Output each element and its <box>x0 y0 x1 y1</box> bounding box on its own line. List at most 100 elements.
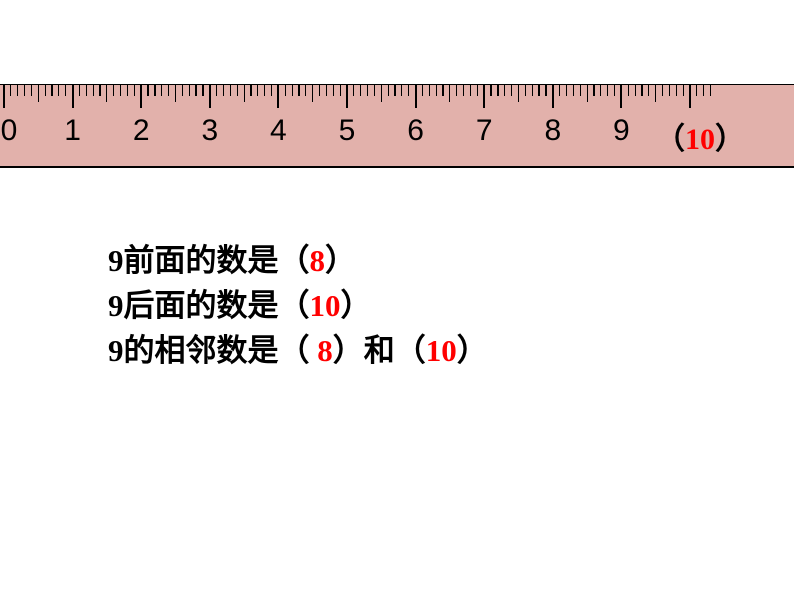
ruler-tick <box>497 84 498 96</box>
ruler-tick <box>161 84 162 96</box>
ruler-tick <box>689 84 691 108</box>
ruler-tick <box>298 84 299 96</box>
ruler-tick <box>490 84 491 96</box>
ruler-tick <box>607 84 608 96</box>
ruler-number: 0 <box>1 114 18 148</box>
ruler-tick <box>401 84 402 96</box>
question-text: 9前面的数是（8）9后面的数是（10）9的相邻数是（ 8）和（10） <box>108 238 488 373</box>
ruler-tick <box>532 84 533 96</box>
ruler-tick <box>593 84 594 96</box>
ruler-tick <box>470 84 471 96</box>
ruler-tick <box>483 84 485 108</box>
ruler-tick <box>333 84 334 96</box>
ruler-tick <box>45 84 46 96</box>
ruler-tick <box>305 84 306 96</box>
ruler-number: 6 <box>407 114 424 148</box>
ruler-tick <box>436 84 437 96</box>
ruler-tick <box>257 84 258 96</box>
ruler-tick <box>367 84 368 96</box>
ruler-tick <box>552 84 554 108</box>
ruler-tick <box>628 84 629 96</box>
ruler-tick <box>422 84 423 96</box>
ruler-tick <box>408 84 409 96</box>
ruler-tick <box>635 84 636 96</box>
ruler-tick <box>662 84 663 96</box>
ruler-tick <box>442 84 443 96</box>
ruler-tick <box>134 84 135 96</box>
ruler-tick <box>230 84 231 96</box>
ruler-tick <box>99 84 100 96</box>
ruler-tick <box>511 84 512 96</box>
ruler-tick <box>79 84 80 96</box>
ruler-tick <box>573 84 574 96</box>
ruler-tick <box>223 84 224 96</box>
ruler-tick <box>477 84 478 96</box>
ruler-tick <box>277 84 279 108</box>
ruler-tick <box>545 84 546 96</box>
ruler-tick <box>10 84 11 96</box>
ruler-tick <box>669 84 670 96</box>
ruler-tick <box>346 84 348 108</box>
ruler-tick <box>394 84 395 96</box>
ruler-tick <box>353 84 354 96</box>
ruler-tick <box>216 84 217 96</box>
ruler-tick <box>189 84 190 96</box>
ruler-tick <box>504 84 505 96</box>
ruler-tick <box>525 84 526 96</box>
ruler-tick <box>696 84 697 96</box>
ruler-tick <box>72 84 74 108</box>
ruler-tick <box>195 84 196 96</box>
ruler-tick <box>182 84 183 96</box>
ruler-tick <box>429 84 430 96</box>
ruler-tick <box>93 84 94 96</box>
ruler-tick <box>38 84 39 102</box>
ruler-tick <box>264 84 265 96</box>
ruler-tick <box>580 84 581 96</box>
ruler-tick <box>388 84 389 96</box>
ruler-tick <box>655 84 656 102</box>
ruler-tick <box>360 84 361 96</box>
ruler-tick <box>600 84 601 96</box>
ruler-tick <box>3 84 5 108</box>
ruler-tick <box>58 84 59 96</box>
ruler-tick <box>113 84 114 96</box>
ruler-tick <box>51 84 52 96</box>
ruler-tick <box>271 84 272 96</box>
ruler-tick <box>456 84 457 96</box>
ruler-tick <box>312 84 313 102</box>
ruler-tick <box>614 84 615 96</box>
ruler-tick <box>250 84 251 96</box>
ruler-number: 7 <box>476 114 493 148</box>
ruler-tick <box>374 84 375 96</box>
ruler-tick <box>65 84 66 96</box>
ruler-tick <box>31 84 32 96</box>
ruler-tick <box>17 84 18 96</box>
ruler-number: 8 <box>544 114 561 148</box>
text-line: 9后面的数是（10） <box>108 283 488 328</box>
ruler-tick <box>120 84 121 96</box>
ruler-tick <box>587 84 588 102</box>
ruler-tick <box>147 84 148 96</box>
ruler-tick <box>86 84 87 96</box>
ruler-end-value: （10） <box>655 114 745 158</box>
ruler-tick <box>24 84 25 96</box>
ruler-number: 2 <box>133 114 150 148</box>
ruler-tick <box>326 84 327 96</box>
ruler-tick <box>237 84 238 96</box>
ruler-tick <box>340 84 341 96</box>
ruler-tick <box>683 84 684 96</box>
ruler-tick <box>292 84 293 96</box>
ruler-number: 9 <box>613 114 630 148</box>
ruler-tick <box>538 84 539 96</box>
ruler-tick <box>202 84 203 96</box>
ruler-tick <box>127 84 128 96</box>
ruler-tick <box>710 84 711 96</box>
ruler-tick <box>140 84 142 108</box>
ruler-tick <box>244 84 245 102</box>
ruler-tick <box>209 84 211 108</box>
ruler-tick <box>175 84 176 102</box>
ruler-number: 5 <box>339 114 356 148</box>
ruler-tick <box>154 84 155 96</box>
ruler-tick <box>463 84 464 96</box>
ruler-tick <box>518 84 519 102</box>
